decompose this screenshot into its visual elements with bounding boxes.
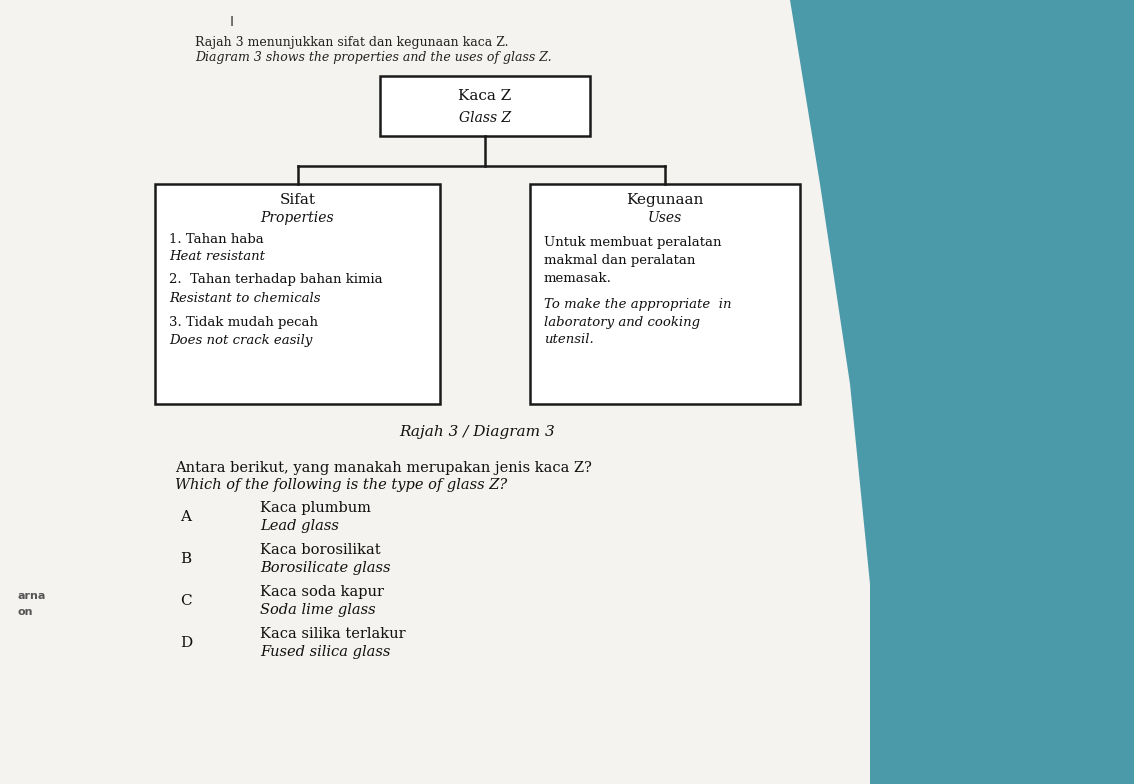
Text: Heat resistant: Heat resistant	[169, 249, 265, 263]
Text: 2.  Tahan terhadap bahan kimia: 2. Tahan terhadap bahan kimia	[169, 273, 382, 285]
FancyBboxPatch shape	[780, 0, 1134, 784]
Text: Kegunaan: Kegunaan	[626, 193, 704, 207]
Text: arna: arna	[18, 591, 46, 601]
Bar	[155, 184, 440, 404]
Text: I: I	[230, 15, 234, 29]
Text: B: B	[180, 552, 192, 566]
Bar	[530, 184, 799, 404]
Text: Kaca soda kapur: Kaca soda kapur	[260, 585, 384, 599]
Text: Diagram 3 shows the properties and the uses of glass Z.: Diagram 3 shows the properties and the u…	[195, 50, 551, 64]
Text: makmal dan peralatan: makmal dan peralatan	[544, 253, 695, 267]
Text: Properties: Properties	[261, 211, 335, 225]
Text: 1. Tahan haba: 1. Tahan haba	[169, 233, 264, 245]
Text: Resistant to chemicals: Resistant to chemicals	[169, 292, 321, 304]
Text: Does not crack easily: Does not crack easily	[169, 333, 312, 347]
Text: Uses: Uses	[648, 211, 683, 225]
Text: Kaca Z: Kaca Z	[458, 89, 511, 103]
Text: D: D	[180, 636, 193, 650]
Text: Kaca borosilikat: Kaca borosilikat	[260, 543, 381, 557]
Text: To make the appropriate  in: To make the appropriate in	[544, 297, 731, 310]
Text: Soda lime glass: Soda lime glass	[260, 603, 375, 617]
Bar	[380, 76, 590, 136]
Text: Kaca silika terlakur: Kaca silika terlakur	[260, 627, 406, 641]
Text: Antara berikut, yang manakah merupakan jenis kaca Z?: Antara berikut, yang manakah merupakan j…	[175, 461, 592, 475]
Text: C: C	[180, 594, 192, 608]
Text: Untuk membuat peralatan: Untuk membuat peralatan	[544, 235, 721, 249]
Text: Glass Z: Glass Z	[459, 111, 511, 125]
Text: Which of the following is the type of glass Z?: Which of the following is the type of gl…	[175, 478, 507, 492]
Text: Rajah 3 menunjukkan sifat dan kegunaan kaca Z.: Rajah 3 menunjukkan sifat dan kegunaan k…	[195, 35, 508, 49]
Text: memasak.: memasak.	[544, 271, 612, 285]
Text: utensil.: utensil.	[544, 332, 594, 346]
Text: laboratory and cooking: laboratory and cooking	[544, 315, 700, 328]
Text: Kaca plumbum: Kaca plumbum	[260, 501, 371, 515]
Text: on: on	[18, 607, 34, 617]
Text: Lead glass: Lead glass	[260, 519, 339, 533]
Text: 3. Tidak mudah pecah: 3. Tidak mudah pecah	[169, 315, 318, 328]
Text: A: A	[180, 510, 191, 524]
Polygon shape	[0, 0, 870, 784]
FancyBboxPatch shape	[0, 0, 850, 784]
Text: Sifat: Sifat	[279, 193, 315, 207]
Text: Rajah 3 / Diagram 3: Rajah 3 / Diagram 3	[399, 425, 556, 439]
Text: Fused silica glass: Fused silica glass	[260, 645, 390, 659]
Text: Borosilicate glass: Borosilicate glass	[260, 561, 390, 575]
